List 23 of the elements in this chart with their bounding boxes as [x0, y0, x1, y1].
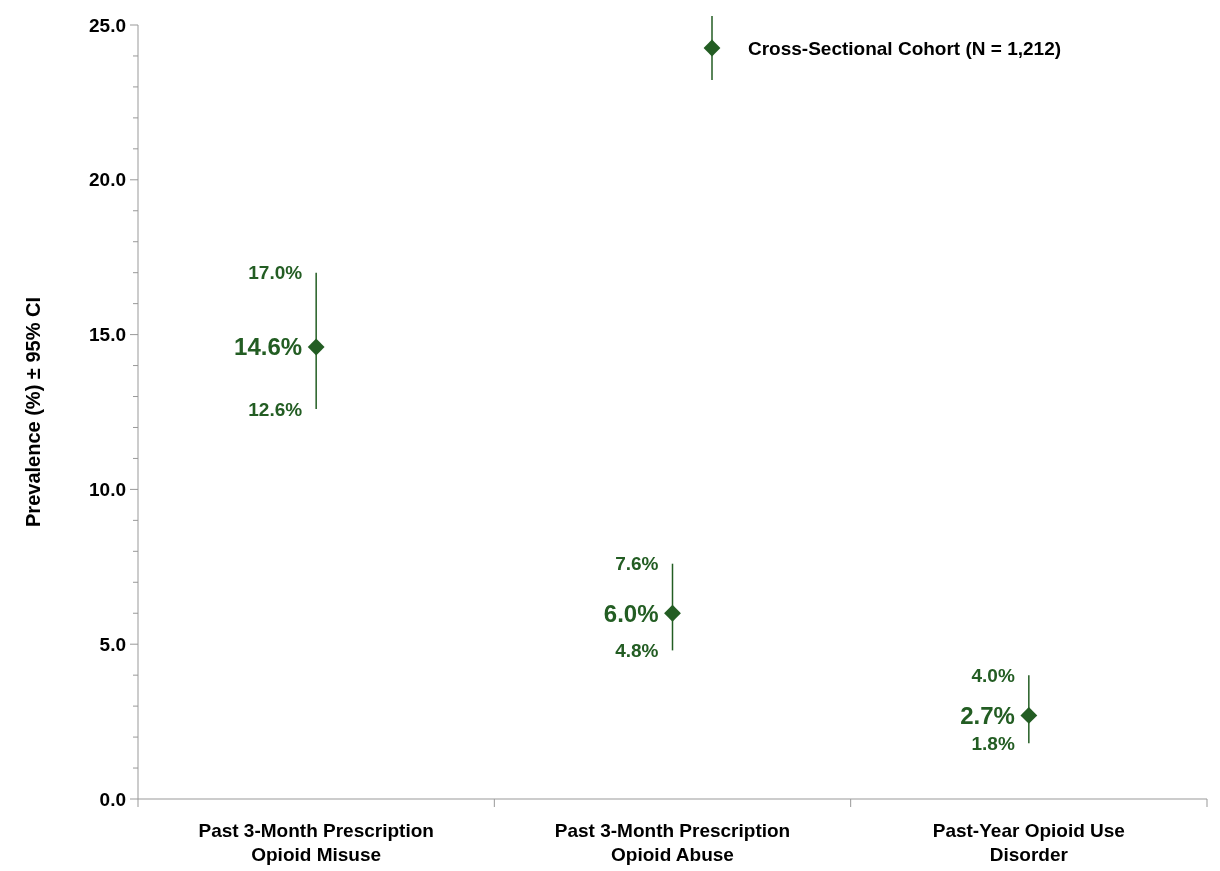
y-tick-label: 10.0 [89, 479, 126, 501]
x-tick-label: Past 3-Month Prescription Opioid Misuse [198, 820, 434, 865]
data-label: 6.0% [603, 599, 659, 627]
y-tick-label: 15.0 [89, 324, 126, 346]
point [664, 604, 681, 622]
y-tick-label: 5.0 [99, 633, 126, 655]
y-axis-title: Prevalence (%) ± 95% CI [22, 297, 44, 527]
annotation: 12.6% [248, 398, 303, 420]
x-tick-label: Past-Year Opioid Use Disorder [932, 820, 1125, 865]
annotation: 7.6% [615, 553, 659, 575]
annotation: 4.0% [971, 664, 1015, 686]
data-label: 14.6% [234, 333, 303, 361]
point [1020, 707, 1038, 724]
annotation: 17.0% [248, 262, 303, 284]
y-tick-label: 25.0 [89, 14, 126, 36]
x-tick-label: Past 3-Month Prescription Opioid Abuse [554, 820, 791, 865]
annotation: 4.8% [615, 640, 659, 662]
y-tick-label: 0.0 [99, 788, 126, 810]
legend-label: Cross-Sectional Cohort (N = 1,212) [748, 37, 1062, 59]
annotation: 1.8% [971, 732, 1015, 754]
point [307, 338, 325, 356]
data-label: 2.7% [960, 701, 1015, 729]
y-tick-label: 20.0 [89, 169, 126, 191]
